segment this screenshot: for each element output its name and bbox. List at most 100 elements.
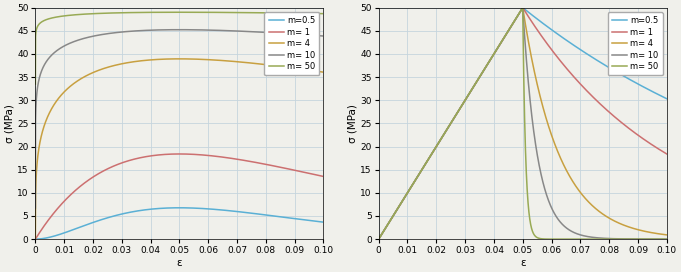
m=0.5 <box>31 237 39 241</box>
m= 50 <box>498 40 506 43</box>
m= 4 <box>64 86 72 90</box>
m= 10 <box>176 28 184 31</box>
Line: m= 50: m= 50 <box>35 12 323 84</box>
m= 50 <box>314 12 322 15</box>
m= 50 <box>485 60 493 63</box>
m= 1 <box>283 167 291 170</box>
m=0.5 <box>519 6 527 9</box>
m= 50 <box>176 11 184 14</box>
m=0.5 <box>424 157 432 160</box>
m= 4 <box>657 233 665 236</box>
m= 1 <box>81 181 89 184</box>
Legend: m=0.5, m= 1, m= 4, m= 10, m= 50: m=0.5, m= 1, m= 4, m= 10, m= 50 <box>607 12 663 75</box>
m=0.5 <box>485 60 493 63</box>
m= 4 <box>663 233 671 237</box>
m= 50 <box>283 11 291 15</box>
m=0.5 <box>283 216 291 219</box>
m= 1 <box>314 174 322 177</box>
m= 1 <box>319 175 328 178</box>
m= 1 <box>407 185 415 188</box>
m= 4 <box>519 6 527 9</box>
Line: m= 10: m= 10 <box>35 30 323 208</box>
m= 50 <box>64 14 72 17</box>
m= 4 <box>424 157 432 160</box>
m= 50 <box>142 11 150 14</box>
m= 10 <box>498 40 506 43</box>
Line: m= 50: m= 50 <box>379 8 667 239</box>
m= 4 <box>375 237 383 241</box>
m= 10 <box>519 6 527 9</box>
m= 50 <box>663 237 671 241</box>
m= 4 <box>81 75 89 78</box>
Y-axis label: σ (MPa): σ (MPa) <box>347 104 358 143</box>
m= 50 <box>657 237 665 241</box>
m= 1 <box>657 149 665 152</box>
Line: m= 10: m= 10 <box>379 8 667 239</box>
m= 4 <box>31 236 39 239</box>
m= 1 <box>155 153 163 157</box>
m=0.5 <box>142 208 150 211</box>
m= 4 <box>314 70 322 73</box>
m= 10 <box>319 34 328 38</box>
m= 1 <box>424 157 432 160</box>
m= 50 <box>155 11 163 14</box>
m= 1 <box>176 152 184 156</box>
m= 10 <box>142 29 150 32</box>
Legend: m=0.5, m= 1, m= 4, m= 10, m= 50: m=0.5, m= 1, m= 4, m= 10, m= 50 <box>264 12 319 75</box>
m= 4 <box>176 57 184 60</box>
m= 4 <box>498 40 506 43</box>
m= 1 <box>498 40 506 43</box>
m=0.5 <box>319 221 328 224</box>
m= 50 <box>375 237 383 241</box>
m=0.5 <box>657 94 665 98</box>
m= 1 <box>663 152 671 156</box>
m= 10 <box>155 28 163 32</box>
m= 10 <box>424 157 432 160</box>
m= 50 <box>519 6 527 9</box>
m=0.5 <box>314 220 322 223</box>
m= 10 <box>407 185 415 188</box>
m=0.5 <box>498 40 506 43</box>
X-axis label: ε: ε <box>520 258 526 268</box>
m= 1 <box>64 196 72 199</box>
m= 50 <box>31 82 39 86</box>
m= 4 <box>319 70 328 74</box>
Line: m= 4: m= 4 <box>35 59 323 237</box>
Line: m= 4: m= 4 <box>379 8 667 239</box>
m= 4 <box>142 59 150 62</box>
m= 10 <box>31 206 39 209</box>
m= 10 <box>81 36 89 40</box>
m= 4 <box>283 66 291 69</box>
m= 50 <box>424 157 432 160</box>
m=0.5 <box>81 224 89 227</box>
m= 1 <box>626 128 634 131</box>
m= 4 <box>407 185 415 188</box>
m= 4 <box>485 60 493 63</box>
Line: m= 1: m= 1 <box>379 8 667 239</box>
m= 10 <box>485 60 493 63</box>
m= 1 <box>519 6 527 9</box>
m= 10 <box>626 237 634 241</box>
m= 50 <box>407 185 415 188</box>
m=0.5 <box>626 78 634 81</box>
m= 10 <box>64 42 72 46</box>
X-axis label: ε: ε <box>176 258 183 268</box>
m= 50 <box>319 12 328 15</box>
m= 50 <box>626 237 634 241</box>
m= 1 <box>375 237 383 241</box>
Line: m= 1: m= 1 <box>35 154 323 239</box>
Y-axis label: σ (MPa): σ (MPa) <box>4 104 14 143</box>
m=0.5 <box>64 230 72 233</box>
m= 1 <box>485 60 493 63</box>
Line: m=0.5: m=0.5 <box>379 8 667 239</box>
Line: m=0.5: m=0.5 <box>35 208 323 239</box>
m= 50 <box>81 13 89 16</box>
m= 1 <box>142 155 150 158</box>
m= 10 <box>375 237 383 241</box>
m=0.5 <box>663 97 671 100</box>
m= 1 <box>31 237 39 241</box>
m= 4 <box>626 226 634 229</box>
m= 10 <box>314 34 322 37</box>
m= 10 <box>657 237 665 241</box>
m= 10 <box>663 237 671 241</box>
